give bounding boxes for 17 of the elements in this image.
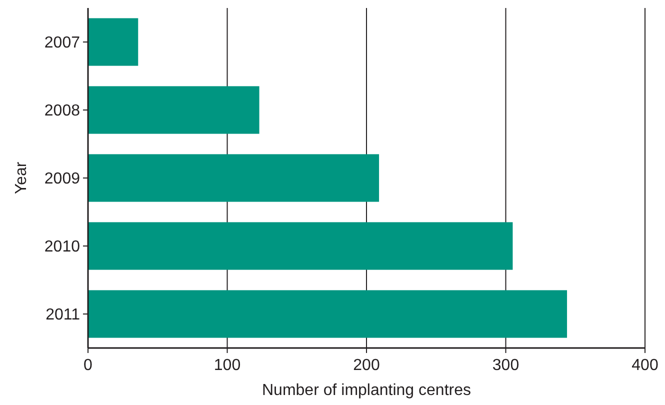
y-tick-label: 2011 [46, 306, 80, 324]
x-tick-label: 400 [632, 357, 658, 374]
x-tick-label: 0 [84, 357, 93, 374]
bar [88, 86, 260, 134]
bar [88, 18, 138, 66]
y-tick-label: 2010 [44, 238, 80, 256]
y-tick-label: 2008 [44, 102, 80, 120]
x-tick-label: 300 [492, 357, 520, 374]
bar [88, 154, 380, 202]
y-tick-label: 2009 [44, 170, 80, 188]
x-axis-title: Number of implanting centres [262, 382, 471, 399]
x-tick-label: 200 [353, 357, 380, 374]
bar [88, 290, 568, 338]
y-axis-title: Year [13, 161, 30, 194]
bar [88, 222, 513, 270]
y-tick-label: 2007 [44, 34, 80, 52]
x-tick-label: 100 [214, 357, 241, 374]
